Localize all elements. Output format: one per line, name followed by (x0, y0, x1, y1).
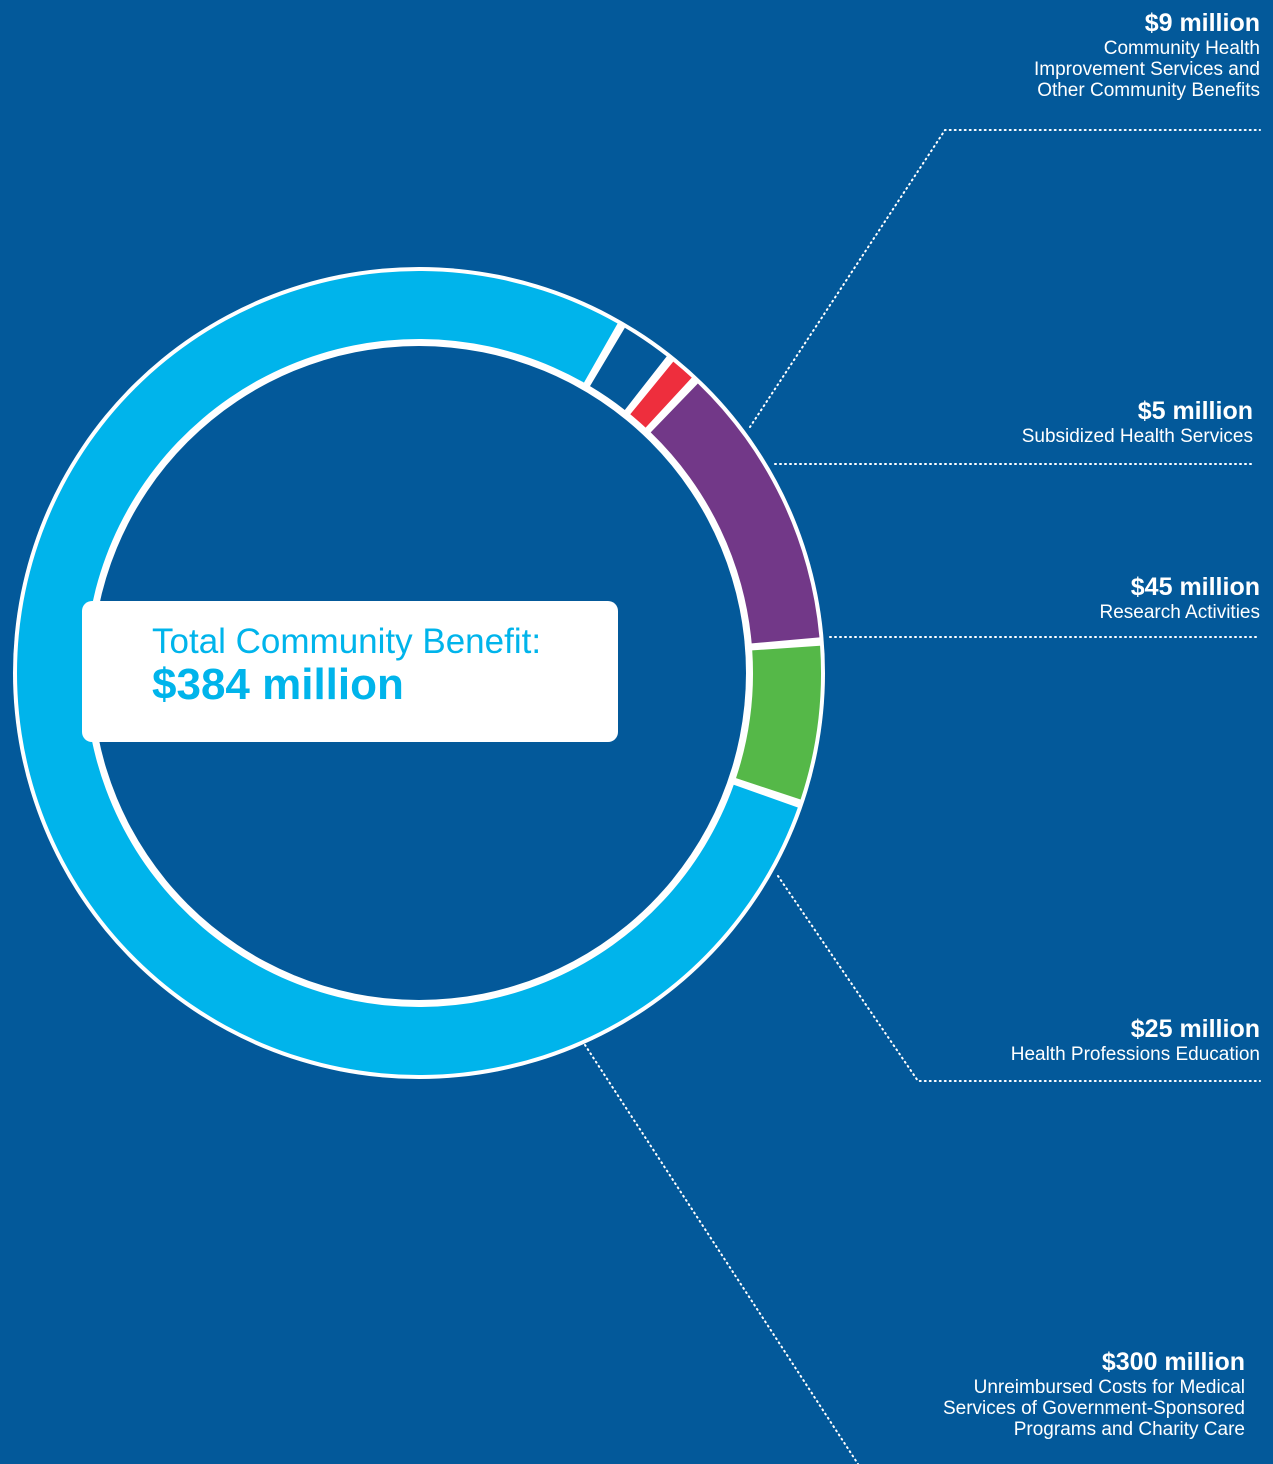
description-line: Programs and Charity Care (1013, 1419, 1245, 1440)
slice-subsidized (630, 361, 692, 428)
slice-community-health (590, 327, 667, 410)
amount-label: $45 million (1130, 573, 1260, 601)
description-line: Subsidized Health Services (1021, 426, 1253, 447)
amount-label: $5 million (1137, 397, 1253, 425)
callout-subsidized: $5 million Subsidized Health Services (1022, 396, 1253, 447)
leader-line-education (777, 875, 1261, 1082)
description-line: Other Community Benefits (1037, 80, 1260, 101)
callout-community-health: $9 million Community Health Improvement … (1034, 8, 1260, 101)
amount-label: $9 million (1144, 9, 1260, 37)
description-line: Community Health (1103, 38, 1260, 59)
amount-label: $300 million (1101, 1348, 1245, 1376)
description-line: Health Professions Education (1010, 1044, 1260, 1065)
total-benefit-value: $384 million (152, 660, 404, 709)
description-line: Improvement Services and (1034, 59, 1260, 80)
total-benefit-box: Total Community Benefit: $384 million (82, 601, 618, 742)
slice-education (736, 645, 821, 800)
description-line: Unreimbursed Costs for Medical (973, 1377, 1245, 1398)
total-benefit-label: Total Community Benefit: (152, 622, 542, 661)
callout-education: $25 million Health Professions Education (1011, 1014, 1260, 1065)
description-line: Services of Government-Sponsored (942, 1398, 1245, 1419)
callout-unreimbursed: $300 million Unreimbursed Costs for Medi… (943, 1347, 1245, 1440)
callout-research: $45 million Research Activities (1099, 572, 1260, 623)
slice-research (650, 383, 820, 644)
description-line: Research Activities (1099, 602, 1260, 623)
leader-line-community-health (749, 129, 1261, 428)
amount-label: $25 million (1130, 1015, 1260, 1043)
leader-line-unreimbursed (584, 1044, 859, 1464)
